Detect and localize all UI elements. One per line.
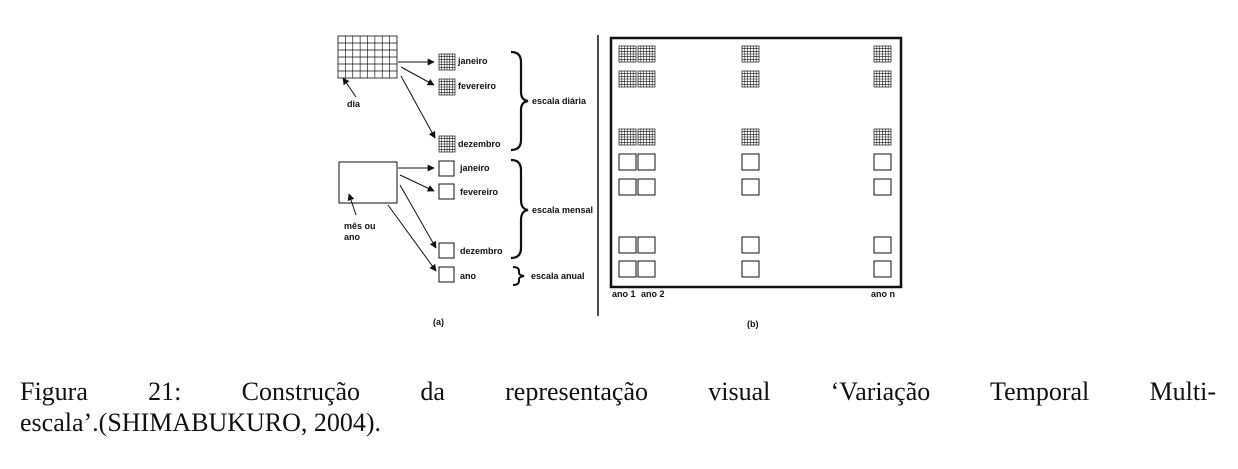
year-month-daily-grid xyxy=(873,45,892,63)
monthly-item-dezembro: dezembro xyxy=(460,246,503,256)
annual-scale-label: escala anual xyxy=(531,271,585,281)
figure-diagram: dia janeiro fevereiro dezembro escala di… xyxy=(337,35,903,329)
year-month-daily-grid xyxy=(637,45,656,63)
year-month-box xyxy=(741,260,760,278)
year-month-daily-grid xyxy=(618,45,637,63)
year-month-box xyxy=(637,178,656,196)
monthly-item-fevereiro: fevereiro xyxy=(460,187,499,197)
year-month-box xyxy=(873,153,892,171)
daily-grid xyxy=(337,35,398,79)
daily-item-janeiro: janeiro xyxy=(457,56,488,66)
daily-month-grids xyxy=(438,53,456,153)
year-month-daily-grid xyxy=(637,70,656,88)
panel-b-monthly-boxes xyxy=(618,153,892,278)
annual-item: ano xyxy=(460,271,477,281)
year-month-box xyxy=(618,153,637,171)
year-month-daily-grid xyxy=(618,128,637,146)
figure-caption: Figura 21: Construção da representação v… xyxy=(20,376,1216,438)
daily-month-grid xyxy=(438,78,456,96)
monthly-scale-label: escala mensal xyxy=(532,205,593,215)
year-month-daily-grid xyxy=(873,128,892,146)
year-month-box xyxy=(637,236,656,254)
annual-scale-brace xyxy=(512,266,525,286)
monthly-item-janeiro: janeiro xyxy=(459,163,490,173)
caption-line-1: Figura 21: Construção da representação v… xyxy=(20,377,1216,406)
monthly-box-fevereiro xyxy=(438,183,455,200)
year-month-daily-grid xyxy=(637,128,656,146)
daily-grid-cells xyxy=(337,35,398,79)
daily-month-grid xyxy=(438,53,456,71)
year-month-daily-grid xyxy=(741,128,760,146)
year-label-1: ano 1 xyxy=(612,289,636,299)
year-month-daily-grid xyxy=(741,45,760,63)
panel-a-label: (a) xyxy=(433,317,444,327)
annual-box xyxy=(438,266,455,283)
year-month-box xyxy=(637,260,656,278)
monthly-box-dezembro xyxy=(438,242,455,259)
year-month-box xyxy=(741,153,760,171)
year-month-daily-grid xyxy=(873,70,892,88)
year-month-daily-grid xyxy=(618,70,637,88)
panel-b: ano 1 ano 2 ano n (b) xyxy=(609,36,903,329)
year-month-box xyxy=(618,178,637,196)
year-label-2: ano 2 xyxy=(641,289,665,299)
year-month-box xyxy=(873,178,892,196)
caption-line-2: escala’.(SHIMABUKURO, 2004). xyxy=(20,408,382,437)
daily-item-fevereiro: fevereiro xyxy=(458,81,497,91)
year-month-box xyxy=(873,260,892,278)
daily-month-grid xyxy=(438,135,456,153)
year-month-box xyxy=(618,236,637,254)
monthly-scale-brace xyxy=(510,158,529,260)
panel-b-daily-grids xyxy=(618,45,892,146)
monthly-box-label-2: ano xyxy=(344,232,361,242)
year-month-box xyxy=(618,260,637,278)
monthly-box xyxy=(338,161,398,204)
year-month-box xyxy=(873,236,892,254)
year-month-box xyxy=(741,236,760,254)
panel-a: dia janeiro fevereiro dezembro escala di… xyxy=(337,35,593,327)
monthly-box-label-1: mês ou xyxy=(344,221,376,231)
year-month-box xyxy=(741,178,760,196)
daily-item-dezembro: dezembro xyxy=(458,139,501,149)
panel-b-label: (b) xyxy=(747,319,759,329)
daily-scale-brace xyxy=(510,50,529,152)
monthly-box-janeiro xyxy=(438,160,455,177)
daily-grid-label: dia xyxy=(347,99,361,109)
year-month-daily-grid xyxy=(741,70,760,88)
daily-scale-label: escala diária xyxy=(532,96,587,106)
year-month-box xyxy=(637,153,656,171)
year-label-n: ano n xyxy=(871,289,895,299)
